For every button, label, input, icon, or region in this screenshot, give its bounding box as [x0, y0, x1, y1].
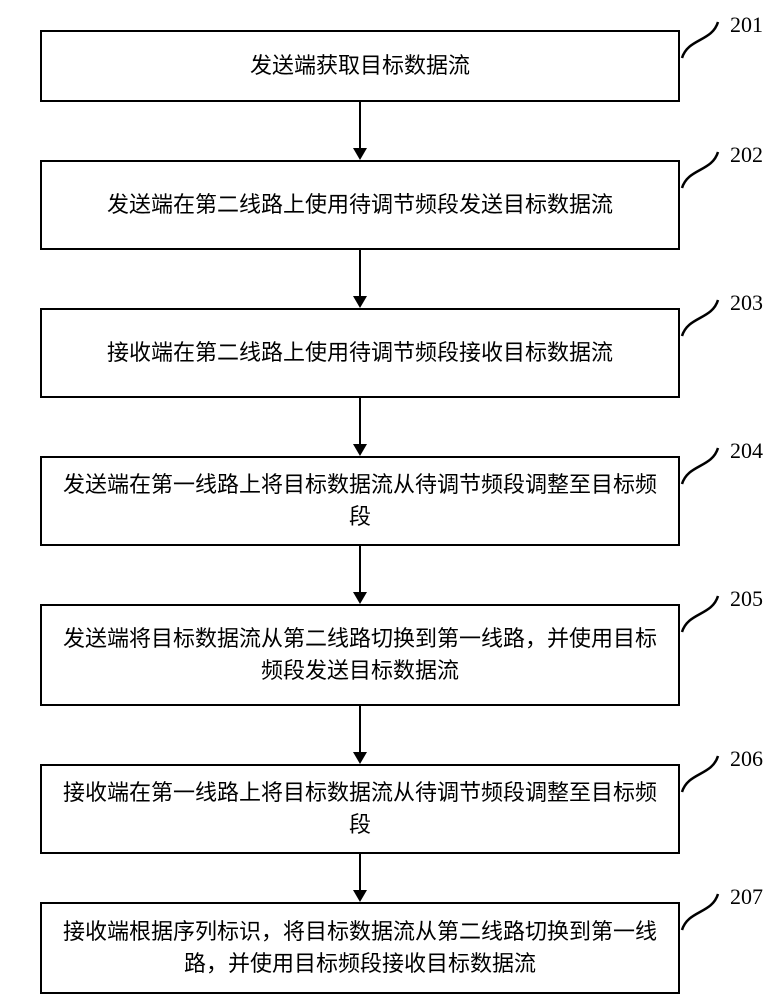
step-text-204: 发送端在第一线路上将目标数据流从待调节频段调整至目标频段	[62, 469, 658, 533]
curly-connector-5	[680, 592, 724, 638]
step-text-203: 接收端在第二线路上使用待调节频段接收目标数据流	[107, 337, 613, 369]
curly-connector-7	[680, 890, 724, 936]
step-label-204: 204	[730, 438, 763, 464]
step-box-206: 接收端在第一线路上将目标数据流从待调节频段调整至目标频段	[40, 764, 680, 854]
step-text-201: 发送端获取目标数据流	[250, 50, 470, 82]
step-label-206: 206	[730, 746, 763, 772]
step-box-207: 接收端根据序列标识，将目标数据流从第二线路切换到第一线路，并使用目标频段接收目标…	[40, 902, 680, 994]
step-box-202: 发送端在第二线路上使用待调节频段发送目标数据流	[40, 160, 680, 250]
step-box-204: 发送端在第一线路上将目标数据流从待调节频段调整至目标频段	[40, 456, 680, 546]
step-text-202: 发送端在第二线路上使用待调节频段发送目标数据流	[107, 189, 613, 221]
step-text-206: 接收端在第一线路上将目标数据流从待调节频段调整至目标频段	[62, 777, 658, 841]
step-label-202: 202	[730, 142, 763, 168]
step-label-201: 201	[730, 12, 763, 38]
step-box-201: 发送端获取目标数据流	[40, 30, 680, 102]
curly-connector-1	[680, 18, 724, 64]
step-label-207: 207	[730, 884, 763, 910]
step-label-203: 203	[730, 290, 763, 316]
curly-connector-3	[680, 296, 724, 342]
step-box-203: 接收端在第二线路上使用待调节频段接收目标数据流	[40, 308, 680, 398]
curly-connector-2	[680, 148, 724, 194]
flowchart-canvas: 发送端获取目标数据流发送端在第二线路上使用待调节频段发送目标数据流接收端在第二线…	[0, 0, 778, 1000]
step-box-205: 发送端将目标数据流从第二线路切换到第一线路，并使用目标频段发送目标数据流	[40, 604, 680, 706]
step-text-205: 发送端将目标数据流从第二线路切换到第一线路，并使用目标频段发送目标数据流	[62, 623, 658, 687]
step-text-207: 接收端根据序列标识，将目标数据流从第二线路切换到第一线路，并使用目标频段接收目标…	[62, 916, 658, 980]
curly-connector-6	[680, 752, 724, 798]
curly-connector-4	[680, 444, 724, 490]
step-label-205: 205	[730, 586, 763, 612]
